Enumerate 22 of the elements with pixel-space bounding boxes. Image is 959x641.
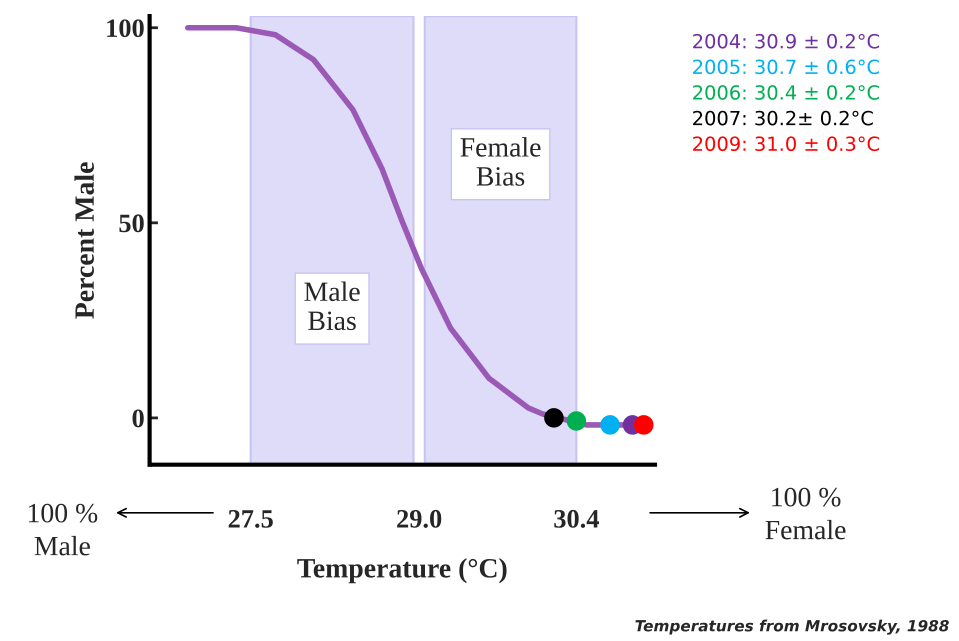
text: 2009: 31.0 ± 0.3°C bbox=[693, 136, 880, 152]
y-tick-label: 50 bbox=[119, 214, 144, 232]
text: Temperatures from Mrosovsky, 1988 bbox=[635, 620, 949, 635]
point bbox=[600, 415, 620, 435]
band-label: Male Bias bbox=[304, 282, 360, 330]
text: 2006: 30.4 ± 0.2°C bbox=[693, 85, 880, 100]
x-tick-label: 30.4 bbox=[554, 510, 599, 528]
text: 100 % Female bbox=[765, 488, 846, 540]
text: 2007: 30.2± 0.2°C bbox=[693, 110, 873, 126]
text: 100 % Male bbox=[28, 504, 98, 556]
point bbox=[544, 408, 564, 428]
text: 2005: 30.7 ± 0.6°C bbox=[693, 59, 880, 74]
y-tick-label: 100 bbox=[107, 19, 144, 38]
x-tick-label: 27.5 bbox=[228, 510, 273, 528]
text: 2004: 30.9 ± 0.2°C bbox=[693, 34, 880, 49]
point bbox=[634, 415, 654, 435]
point bbox=[566, 411, 586, 431]
y-tick-label: 0 bbox=[132, 410, 144, 428]
x-axis-title: Temperature (°C) bbox=[297, 558, 507, 584]
x-tick-label: 29.0 bbox=[397, 510, 442, 528]
y-axis-title: Percent Male bbox=[74, 162, 94, 319]
band-label: Female Bias bbox=[460, 137, 540, 186]
